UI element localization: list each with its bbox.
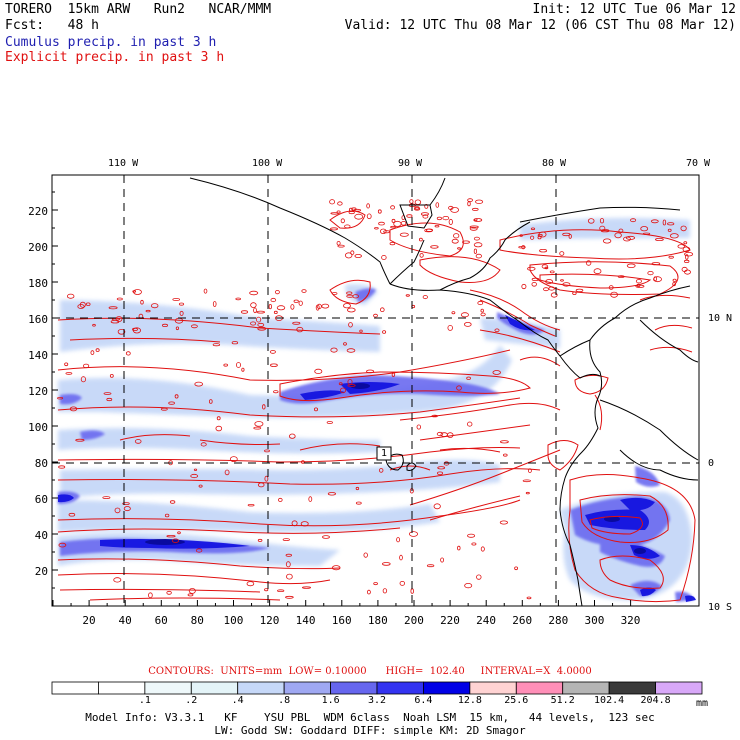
x-tick-label: 80 (190, 614, 204, 627)
lat-label-10n: 10 N (708, 313, 733, 324)
y-tick-label: 200 (28, 241, 48, 254)
colorbar-swatch (51, 681, 99, 695)
colorbar-swatch (144, 681, 192, 695)
x-tick-label: 200 (403, 614, 424, 627)
y-tick-label: 120 (28, 385, 48, 398)
legend-cumulus: Cumulus precip. in past 3 h (5, 35, 217, 50)
colorbar-swatch (655, 681, 703, 695)
y-tick-label: 140 (28, 349, 48, 362)
colorbar-swatch (330, 681, 378, 695)
colorbar-label: 12.8 (457, 695, 482, 706)
physics-info: LW: Godd SW: Goddard DIFF: simple KM: 2D… (214, 724, 526, 737)
colorbar-label: 51.2 (550, 695, 575, 706)
y-tick-label: 20 (34, 565, 48, 578)
station-marker-label: 1 (381, 448, 388, 459)
forecast-hour: Fcst: 48 h (5, 18, 99, 33)
x-tick-label: 320 (620, 614, 641, 627)
contours-info: CONTOURS: UNITS=mm LOW= 0.10000 HIGH= 10… (148, 666, 592, 677)
lon-label-80w: 80 W (542, 158, 567, 169)
lat-label-10s: 10 S (708, 602, 733, 613)
colorbar-label: .2 (185, 695, 198, 706)
explicit-precip-speckle (57, 198, 694, 600)
colorbar-swatch (608, 681, 656, 695)
x-tick-label: 260 (512, 614, 533, 627)
colorbar-label: 1.6 (321, 695, 340, 706)
colorbar-swatch (562, 681, 610, 695)
colorbar-label: .8 (278, 695, 291, 706)
lon-label-90w: 90 W (398, 158, 423, 169)
colorbar-label: 3.2 (367, 695, 387, 706)
x-tick-label: 120 (259, 614, 280, 627)
x-tick-label: 40 (118, 614, 132, 627)
model-title: TORERO 15km ARW Run2 NCAR/MMM (5, 2, 272, 17)
y-tick-label: 180 (28, 277, 48, 290)
init-time: Init: 12 UTC Tue 06 Mar 12 (532, 2, 737, 17)
lat-lon-grid (52, 175, 699, 606)
x-tick-label: 100 (223, 614, 244, 627)
x-tick-label: 300 (584, 614, 605, 627)
colorbar-swatch (423, 681, 471, 695)
model-info: Model Info: V3.3.1 KF YSU PBL WDM 6class… (85, 711, 655, 724)
legend-explicit: Explicit precip. in past 3 h (5, 50, 225, 65)
x-tick-label: 140 (295, 614, 316, 627)
colorbar-label: 102.4 (594, 695, 625, 706)
x-tick-label: 240 (476, 614, 497, 627)
y-tick-label: 100 (28, 421, 48, 434)
valid-time: Valid: 12 UTC Thu 08 Mar 12 (06 CST Thu … (344, 18, 736, 33)
colorbar-label: .4 (231, 695, 244, 706)
y-tick-label: 80 (34, 457, 48, 470)
y-tick-label: 40 (34, 529, 48, 542)
colorbar-label: 25.6 (504, 695, 529, 706)
x-tick-label: 20 (82, 614, 96, 627)
lon-label-110w: 110 W (108, 158, 139, 169)
x-tick-label: 280 (548, 614, 569, 627)
colorbar-swatch (515, 681, 564, 695)
x-tick-label: 160 (331, 614, 352, 627)
colorbar-label: .1 (138, 695, 151, 706)
colorbar-swatch (98, 681, 146, 695)
lon-label-70w: 70 W (686, 158, 711, 169)
colorbar-unit: mm (696, 698, 709, 709)
colorbar-swatch (376, 681, 424, 695)
lat-label-0: 0 (708, 458, 715, 469)
colorbar-swatch (237, 681, 285, 695)
colorbar-label: 204.8 (640, 695, 671, 706)
y-tick-label: 220 (28, 205, 48, 218)
colorbar-swatch (190, 681, 239, 695)
colorbar-swatch (469, 681, 517, 695)
station-marker (376, 446, 392, 461)
colorbar-label: 6.4 (414, 695, 433, 706)
x-tick-label: 60 (154, 614, 168, 627)
colorbar (51, 681, 703, 695)
colorbar-swatch (283, 681, 331, 695)
lon-label-100w: 100 W (252, 158, 283, 169)
y-tick-label: 60 (34, 493, 48, 506)
x-tick-label: 180 (367, 614, 388, 627)
x-tick-label: 220 (440, 614, 460, 627)
y-tick-label: 160 (28, 313, 48, 326)
